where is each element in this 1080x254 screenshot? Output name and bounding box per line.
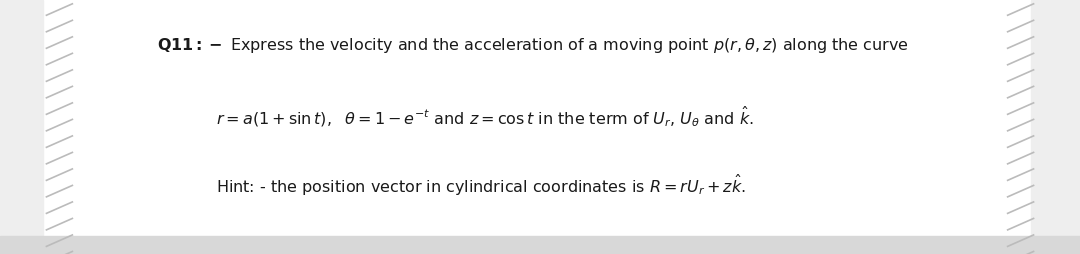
Bar bbox=[1031, 0, 1080, 254]
Text: $r = a(1+\sin t),\ \ \theta = 1-e^{-t}$ and $z = \cos t$ in the term of $U_r$, $: $r = a(1+\sin t),\ \ \theta = 1-e^{-t}$ … bbox=[216, 105, 754, 129]
Bar bbox=[0, 0, 43, 254]
Bar bbox=[0, 236, 1080, 254]
Text: $\bf{Q11:-}$ Express the velocity and the acceleration of a moving point $p(r, \: $\bf{Q11:-}$ Express the velocity and th… bbox=[157, 36, 908, 55]
Text: Hint: - the position vector in cylindrical coordinates is $R = rU_r + z\hat{k}$.: Hint: - the position vector in cylindric… bbox=[216, 173, 746, 198]
